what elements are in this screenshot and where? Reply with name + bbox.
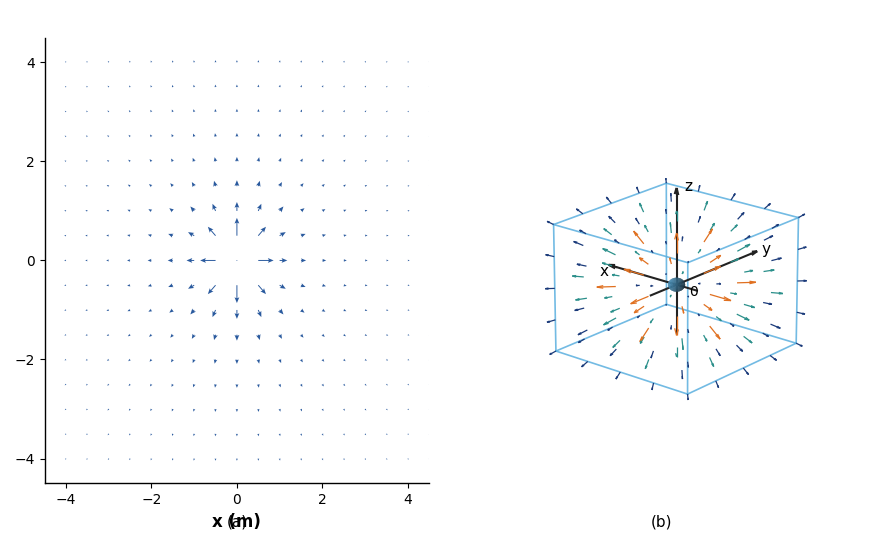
- Text: (a): (a): [226, 514, 248, 529]
- X-axis label: x (m): x (m): [213, 513, 261, 531]
- Text: (b): (b): [651, 514, 672, 529]
